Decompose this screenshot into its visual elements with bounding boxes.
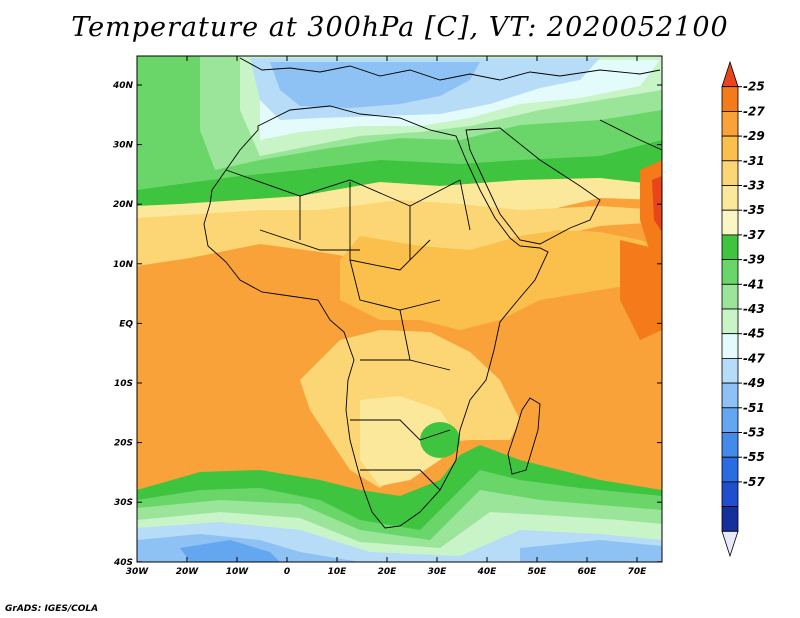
field-north-midblue [270,62,480,108]
field-east-orange [620,240,662,340]
colorbar-label: -25 [743,80,765,94]
field-south-darkblue [180,540,280,562]
lon-tick-label: 40E [477,567,498,577]
lon-tick-label: 20W [176,567,200,577]
colorbar-box [721,382,739,409]
lon-tick-label: 30W [126,567,150,577]
europe-coastline [239,57,661,81]
map-frame [136,55,663,563]
colorbar-box [721,456,739,483]
lat-tick-label: 40N [112,81,134,91]
colorbar-label: -43 [743,302,765,316]
colorbar-label: -49 [743,376,765,390]
colorbar-cap-bottom [721,530,739,558]
colorbar-label: -41 [743,277,765,291]
colorbar-box [721,86,739,112]
lat-tick-label: 40S [113,558,133,568]
colorbar-label: -31 [743,154,765,168]
colorbar-box [721,135,739,162]
lat-axis: 40N 30N 20N 10N EQ 10S 20S 30S 40S [112,81,662,568]
india-coastline [599,119,663,151]
colorbar-box [721,185,739,211]
colorbar-label: -33 [743,179,765,193]
colorbar-box [721,407,739,433]
colorbar: -25 -27 -29 -31 -33 -35 -37 -39 -41 -43 -45 -47 -49 -… [721,60,765,558]
colorbar-box [721,357,739,384]
chart-title: Temperature at 300hPa [C], VT: 202005210… [71,12,729,43]
colorbar-cap-top [721,60,739,88]
field-south-east-blue [520,540,662,562]
lon-axis: 30W 20W 10W 0 10E 20E 30E 40E 50E 60E 70E [126,56,647,577]
arabia-coastline [465,127,601,245]
lat-tick-label: 30S [114,498,133,508]
colorbar-box [721,111,739,137]
colorbar-box [721,506,739,532]
lat-tick-label: 10N [113,260,134,270]
colorbar-box [721,160,739,186]
madagascar-coastline [507,397,541,475]
colorbar-label: -51 [743,401,765,415]
lon-tick-label: 10E [328,567,348,577]
borders [225,169,471,491]
lon-tick-label: 70E [628,567,648,577]
colorbar-label: -37 [743,228,765,242]
temperature-field [137,56,662,562]
colorbar-label: -55 [743,450,765,464]
lon-tick-label: 10W [226,567,250,577]
lat-tick-label: 20S [114,439,133,449]
field-sahel-gold [137,200,662,268]
africa-coastline [203,105,549,529]
lon-tick-label: 30E [428,567,448,577]
credit-label: GrADS: IGES/COLA [5,604,99,614]
colorbar-label: -39 [743,253,765,267]
colorbar-label: -27 [743,104,765,118]
colorbar-box [721,308,739,335]
colorbar-label: -45 [743,327,765,341]
lat-tick-label: 30N [113,141,134,151]
field-south-paleyellow [360,396,460,486]
colorbar-box [721,283,739,310]
colorbar-box [721,234,739,260]
colorbar-box [721,209,739,236]
colorbar-label: -29 [743,129,765,143]
colorbar-box [721,333,739,359]
lat-tick-label: EQ [119,319,133,329]
coastlines [203,57,663,529]
lon-tick-label: 0 [284,567,290,577]
lon-tick-label: 50E [528,567,548,577]
colorbar-label: -35 [743,203,765,217]
colorbar-box [721,481,739,507]
colorbar-box [721,432,739,458]
lat-tick-label: 20N [113,200,134,210]
lon-tick-label: 20E [378,567,398,577]
lon-tick-label: 60E [578,567,598,577]
colorbar-label: -57 [743,475,765,489]
colorbar-label: -47 [743,351,765,365]
field-moz-green [420,422,460,458]
colorbar-box [721,259,739,285]
colorbar-label: -53 [743,426,765,440]
lat-tick-label: 10S [114,379,133,389]
